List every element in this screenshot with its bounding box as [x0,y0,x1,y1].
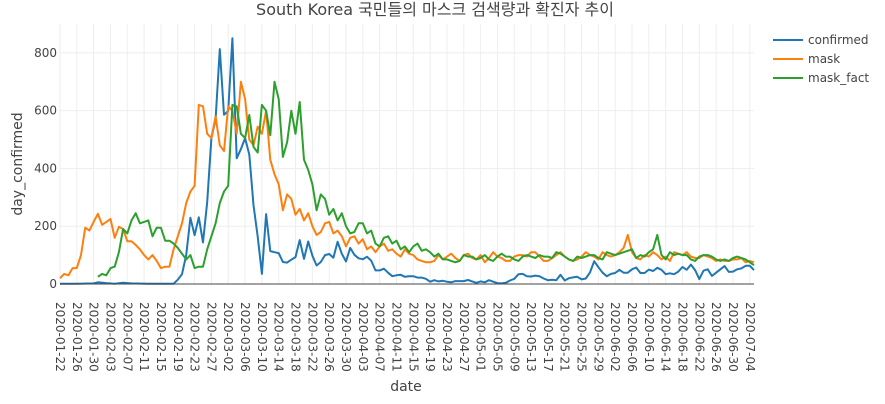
legend: confirmed mask mask_fact [773,33,869,85]
y-tick-label: 400 [34,161,57,175]
x-tick-label: 2020-03-06 [238,302,252,372]
x-tick-label: 2020-04-19 [423,302,437,372]
series-line-mask-fact [97,80,755,278]
legend-label: mask_fact [808,71,869,85]
x-tick-label: 2020-06-06 [625,302,639,372]
y-tick-label: 800 [34,46,57,60]
x-tick-label: 2020-03-22 [305,302,319,372]
legend-item-confirmed[interactable]: confirmed [773,33,869,47]
x-tick-label: 2020-06-26 [709,302,723,372]
legend-item-mask-fact[interactable]: mask_fact [773,71,869,85]
x-tick-label: 2020-02-15 [154,302,168,372]
y-axis-title: day_confirmed [10,112,26,215]
x-tick-label: 2020-04-11 [389,302,403,372]
x-tick-label: 2020-05-25 [575,302,589,372]
x-tick-label: 2020-05-09 [507,302,521,372]
x-tick-label: 2020-02-03 [103,302,117,372]
x-tick-label: 2020-06-18 [675,302,689,372]
series-line-mask [59,80,755,279]
x-tick-label: 2020-04-07 [373,302,387,372]
x-tick-label: 2020-05-17 [541,302,555,372]
x-tick-label: 2020-05-05 [490,302,504,372]
y-tick-label: 0 [49,277,57,291]
y-tick-label: 600 [34,104,57,118]
x-tick-label: 2020-05-29 [591,302,605,372]
x-tick-label: 2020-03-02 [221,302,235,372]
x-tick-label: 2020-02-07 [120,302,134,372]
x-axis-title: date [390,379,422,395]
series-line-confirmed [60,37,755,285]
y-tick-label: 200 [34,219,57,233]
x-tick-label: 2020-01-22 [53,302,67,372]
series-group [59,37,755,285]
chart-title: South Korea 국민들의 마스크 검색량과 확진자 추이 [256,0,614,19]
x-tick-label: 2020-05-13 [524,302,538,372]
x-tick-label: 2020-04-27 [457,302,471,372]
x-tick-label: 2020-04-03 [356,302,370,372]
x-tick-label: 2020-01-26 [70,302,84,372]
x-tick-label: 2020-03-30 [339,302,353,372]
x-axis-ticks: 2020-01-22 2020-01-26 2020-01-30 2020-02-03… [53,302,757,372]
x-tick-label: 2020-03-14 [272,302,286,372]
x-tick-label: 2020-04-23 [440,302,454,372]
x-tick-label: 2020-03-10 [255,302,269,372]
x-tick-label: 2020-05-21 [558,302,572,372]
x-tick-label: 2020-06-14 [659,302,673,372]
x-tick-label: 2020-06-30 [726,302,740,372]
x-tick-label: 2020-04-15 [406,302,420,372]
legend-item-mask[interactable]: mask [773,52,840,66]
grid [59,24,754,284]
x-tick-label: 2020-03-18 [289,302,303,372]
x-tick-label: 2020-06-22 [692,302,706,372]
x-tick-label: 2020-02-19 [171,302,185,372]
x-tick-label: 2020-07-04 [743,302,757,372]
x-tick-label: 2020-01-30 [87,302,101,372]
x-tick-label: 2020-02-11 [137,302,151,372]
x-tick-label: 2020-02-23 [188,302,202,372]
x-tick-label: 2020-03-26 [322,302,336,372]
legend-label: confirmed [808,33,869,47]
legend-label: mask [808,52,840,66]
x-tick-label: 2020-06-02 [608,302,622,372]
y-axis-ticks: 0 200 400 600 800 [34,46,57,291]
x-tick-label: 2020-02-27 [204,302,218,372]
x-tick-label: 2020-06-10 [642,302,656,372]
x-tick-label: 2020-05-01 [474,302,488,372]
